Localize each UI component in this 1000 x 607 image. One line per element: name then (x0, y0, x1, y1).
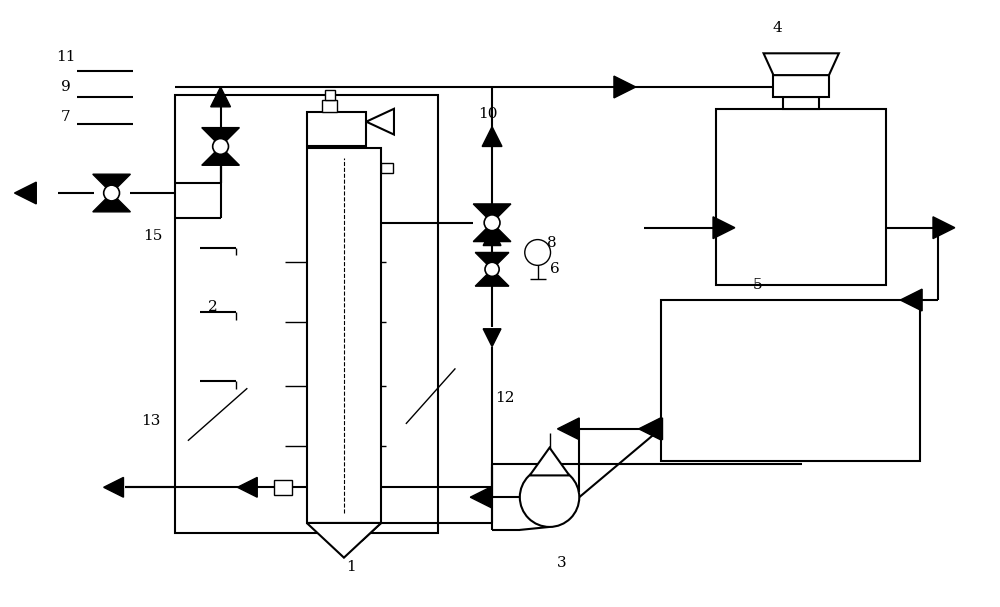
Text: 13: 13 (142, 414, 161, 428)
Text: 5: 5 (753, 278, 762, 292)
Text: 11: 11 (56, 50, 76, 64)
Text: 9: 9 (61, 80, 71, 94)
Circle shape (104, 185, 119, 201)
Bar (661, 300, 920, 461)
Polygon shape (482, 127, 502, 146)
Polygon shape (530, 448, 569, 475)
Circle shape (525, 240, 551, 265)
Text: 3: 3 (557, 555, 566, 569)
Polygon shape (900, 289, 922, 311)
Polygon shape (473, 204, 511, 223)
Polygon shape (933, 217, 955, 239)
Text: 4: 4 (773, 21, 782, 35)
Bar (381, 163, 393, 173)
Polygon shape (93, 174, 130, 193)
Bar (274, 480, 292, 495)
Polygon shape (557, 418, 579, 439)
Polygon shape (104, 477, 123, 497)
Text: 10: 10 (478, 107, 498, 121)
Polygon shape (473, 223, 511, 242)
Bar (325, 90, 335, 100)
Polygon shape (202, 127, 239, 146)
Text: 12: 12 (495, 391, 515, 405)
Polygon shape (211, 87, 230, 107)
Circle shape (213, 138, 228, 154)
Polygon shape (470, 486, 492, 508)
Bar (773, 75, 829, 97)
Bar (783, 97, 819, 109)
Text: 8: 8 (547, 236, 556, 249)
Polygon shape (237, 477, 257, 497)
Polygon shape (475, 253, 509, 270)
Polygon shape (614, 76, 636, 98)
Bar (716, 109, 886, 285)
Polygon shape (366, 109, 394, 135)
Bar (307, 112, 366, 146)
Polygon shape (307, 523, 381, 558)
Circle shape (484, 215, 500, 231)
Bar (175, 95, 438, 533)
Text: 15: 15 (144, 229, 163, 243)
Polygon shape (202, 146, 239, 165)
Bar (307, 149, 381, 523)
Polygon shape (483, 329, 501, 347)
Polygon shape (14, 182, 36, 204)
Polygon shape (639, 418, 661, 439)
Text: 7: 7 (61, 110, 71, 124)
Polygon shape (713, 217, 735, 239)
Text: 2: 2 (208, 300, 218, 314)
Circle shape (520, 467, 579, 527)
Polygon shape (641, 418, 662, 439)
Bar (322, 100, 337, 112)
Polygon shape (764, 53, 839, 75)
Polygon shape (93, 193, 130, 212)
Circle shape (485, 262, 499, 276)
Text: 1: 1 (346, 560, 356, 574)
Polygon shape (475, 270, 509, 286)
Polygon shape (483, 228, 501, 246)
Text: 6: 6 (550, 262, 559, 276)
